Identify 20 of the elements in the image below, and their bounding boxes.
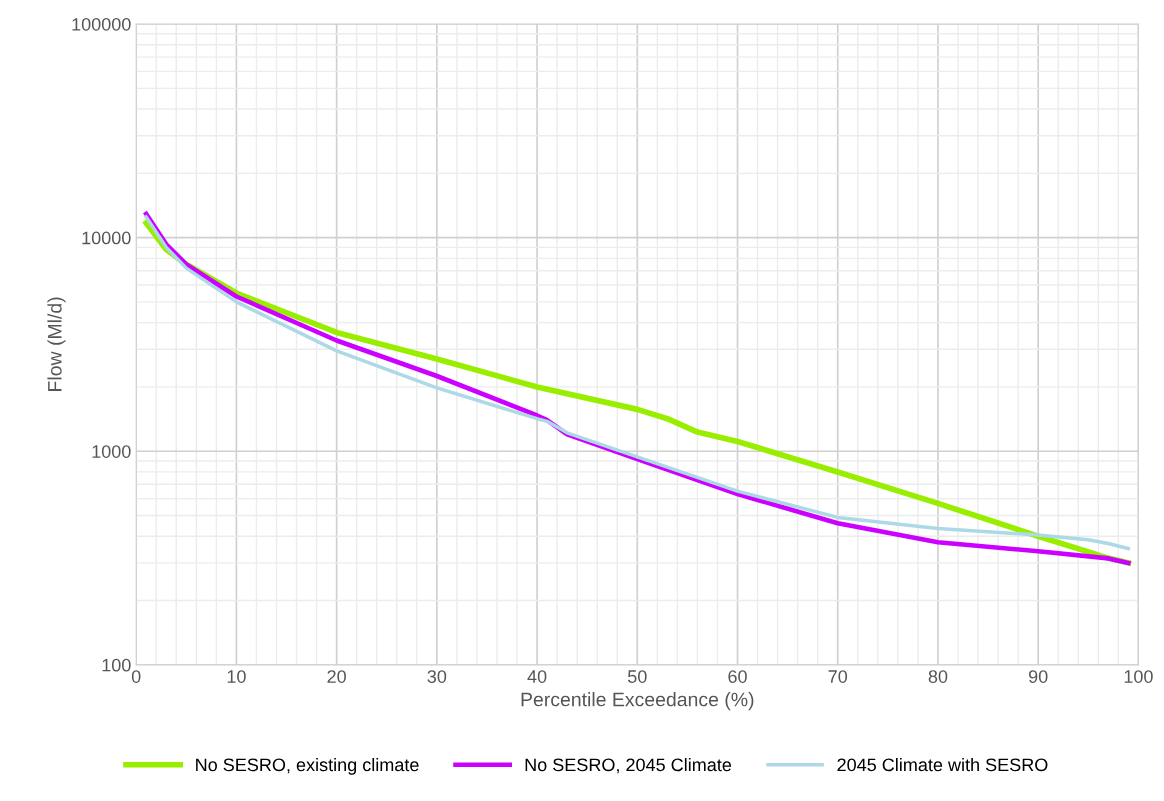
y-tick-label: 1000: [92, 445, 131, 458]
x-tick-label: 70: [828, 670, 848, 683]
legend-label: 2045 Climate with SESRO: [837, 757, 1048, 772]
x-tick-label: 90: [1028, 670, 1048, 683]
x-axis-title: Percentile Exceedance (%): [521, 692, 754, 711]
x-tick-label: 40: [527, 670, 547, 683]
x-tick-label: 50: [627, 670, 647, 683]
y-tick-label: 100000: [72, 17, 131, 31]
legend-label: No SESRO, existing climate: [196, 757, 419, 775]
x-tick-label: 0: [131, 670, 141, 683]
y-tick-label: 100: [102, 658, 131, 672]
legend-label: No SESRO, 2045 Climate: [525, 757, 732, 774]
y-axis-title: Flow (Ml/d): [47, 297, 66, 391]
x-tick-label: 100: [1124, 670, 1153, 683]
x-tick-label: 10: [227, 670, 246, 683]
x-tick-label: 20: [327, 670, 346, 683]
y-tick-label: 10000: [82, 231, 131, 245]
x-tick-label: 30: [427, 670, 447, 683]
x-tick-label: 60: [728, 670, 747, 683]
x-tick-label: 80: [928, 670, 948, 683]
